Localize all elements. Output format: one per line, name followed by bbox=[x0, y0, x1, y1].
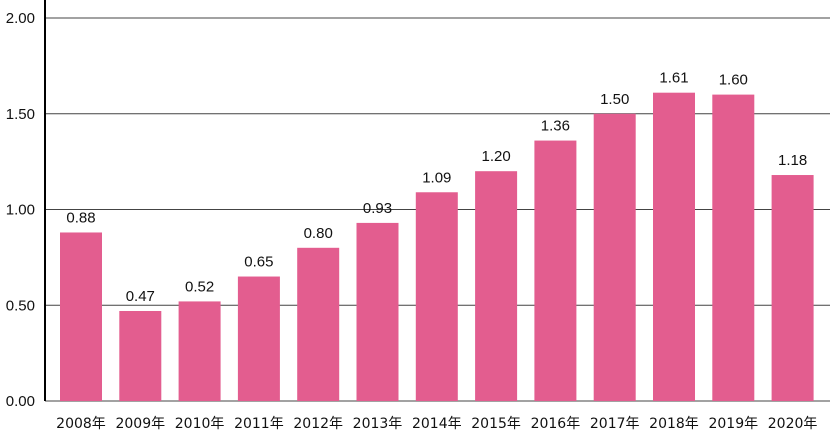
bar bbox=[178, 301, 221, 401]
x-axis-categories: 2008年 2009年 2010年 2011年 2012年 2013年 2014年 2015年… bbox=[56, 416, 817, 432]
x-tick-label: 2016年 bbox=[531, 416, 581, 432]
x-tick-label: 2017年 bbox=[590, 416, 640, 432]
x-tick-label: 2020年 bbox=[768, 416, 818, 432]
y-tick-label: 0.00 bbox=[6, 393, 35, 410]
bar bbox=[771, 175, 814, 401]
data-label: 1.36 bbox=[541, 118, 570, 135]
bar bbox=[356, 222, 399, 401]
bar bbox=[119, 310, 162, 401]
x-tick-label: 2019年 bbox=[708, 416, 758, 432]
data-label: 0.80 bbox=[304, 225, 333, 242]
bars bbox=[60, 92, 814, 401]
y-tick-label: 1.00 bbox=[6, 202, 35, 219]
x-tick-label: 2010年 bbox=[175, 416, 225, 432]
bar bbox=[593, 113, 636, 401]
data-label: 0.47 bbox=[126, 288, 155, 305]
data-label: 0.52 bbox=[185, 278, 214, 295]
x-tick-label: 2009年 bbox=[115, 416, 165, 432]
data-label: 0.93 bbox=[363, 200, 392, 217]
data-label: 1.50 bbox=[600, 91, 629, 108]
data-label: 1.60 bbox=[719, 72, 748, 89]
x-tick-label: 2011年 bbox=[234, 416, 284, 432]
x-tick-label: 2008年 bbox=[56, 416, 106, 432]
y-axis-ticks: 0.00 0.50 1.00 1.50 2.00 bbox=[6, 10, 35, 410]
x-tick-label: 2012年 bbox=[293, 416, 343, 432]
data-label: 0.65 bbox=[244, 254, 273, 271]
data-label: 0.88 bbox=[66, 209, 95, 226]
x-tick-label: 2015年 bbox=[471, 416, 521, 432]
x-tick-label: 2013年 bbox=[353, 416, 403, 432]
y-tick-label: 0.50 bbox=[6, 297, 35, 314]
bar bbox=[712, 94, 755, 401]
value-labels: 0.88 0.47 0.52 0.65 0.80 0.93 1.09 1.20 1.36 1.50… bbox=[66, 70, 807, 305]
bar bbox=[534, 140, 577, 401]
data-label: 1.20 bbox=[481, 148, 510, 165]
bar bbox=[475, 171, 518, 401]
bar bbox=[60, 232, 102, 401]
data-label: 1.09 bbox=[422, 169, 451, 186]
data-label: 1.61 bbox=[659, 70, 688, 87]
bar bbox=[297, 247, 340, 401]
x-tick-label: 2018年 bbox=[649, 416, 699, 432]
data-label: 1.18 bbox=[778, 152, 807, 169]
x-tick-label: 2014年 bbox=[412, 416, 462, 432]
y-tick-label: 1.50 bbox=[6, 106, 35, 123]
bar bbox=[653, 92, 695, 401]
y-tick-label: 2.00 bbox=[6, 10, 35, 27]
bar bbox=[237, 276, 280, 401]
bar bbox=[415, 192, 458, 401]
